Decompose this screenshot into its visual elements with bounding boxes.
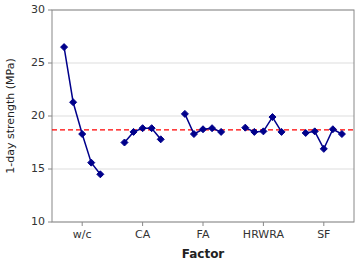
y-axis: 10 15 20 25 30 [31, 3, 52, 228]
point [251, 128, 258, 135]
point [79, 131, 86, 138]
point [209, 125, 216, 132]
grid-line [52, 63, 354, 64]
y-tick-label: 20 [31, 109, 45, 122]
y-axis-label: 1-day strength (MPa) [4, 58, 17, 173]
point [97, 171, 104, 178]
point [320, 145, 327, 152]
y-tick-label: 10 [31, 215, 45, 228]
point [121, 139, 128, 146]
x-tick [142, 222, 143, 226]
x-tick-label: HRWRA [243, 228, 285, 241]
plot-area [52, 44, 354, 178]
x-axis-label: Factor [182, 247, 225, 261]
x-tick [82, 222, 83, 226]
point [311, 128, 318, 135]
point [157, 136, 164, 143]
x-axis: w/c CA FA HRWRA SF [73, 222, 331, 241]
y-tick [48, 222, 52, 223]
grid [52, 10, 354, 222]
point [181, 110, 188, 117]
series-line [185, 114, 221, 134]
x-tick-label: w/c [73, 228, 92, 241]
point [200, 126, 207, 133]
chart: 10 15 20 25 30 w/c CA FA HRWRA SF Factor 1-day stre… [0, 0, 364, 264]
point [218, 128, 225, 135]
series-line [64, 47, 100, 174]
point [269, 114, 276, 121]
point [329, 126, 336, 133]
plot-frame [52, 10, 354, 222]
x-tick-label: CA [135, 228, 151, 241]
point [61, 44, 68, 51]
x-tick [203, 222, 204, 226]
x-tick-label: FA [197, 228, 210, 241]
point [148, 125, 155, 132]
y-tick [48, 169, 52, 170]
point [278, 128, 285, 135]
point [302, 129, 309, 136]
point [88, 159, 95, 166]
point [139, 125, 146, 132]
y-tick [48, 63, 52, 64]
point [338, 131, 345, 138]
y-tick-label: 15 [31, 162, 45, 175]
point [190, 131, 197, 138]
point [130, 128, 137, 135]
x-tick [263, 222, 264, 226]
grid-line [52, 116, 354, 117]
point [242, 124, 249, 131]
x-tick [323, 222, 324, 226]
y-tick [48, 10, 52, 11]
x-tick-label: SF [317, 228, 330, 241]
point [260, 128, 267, 135]
y-tick-label: 25 [31, 56, 45, 69]
y-tick [48, 116, 52, 117]
point [70, 99, 77, 106]
y-tick-label: 30 [31, 3, 45, 16]
